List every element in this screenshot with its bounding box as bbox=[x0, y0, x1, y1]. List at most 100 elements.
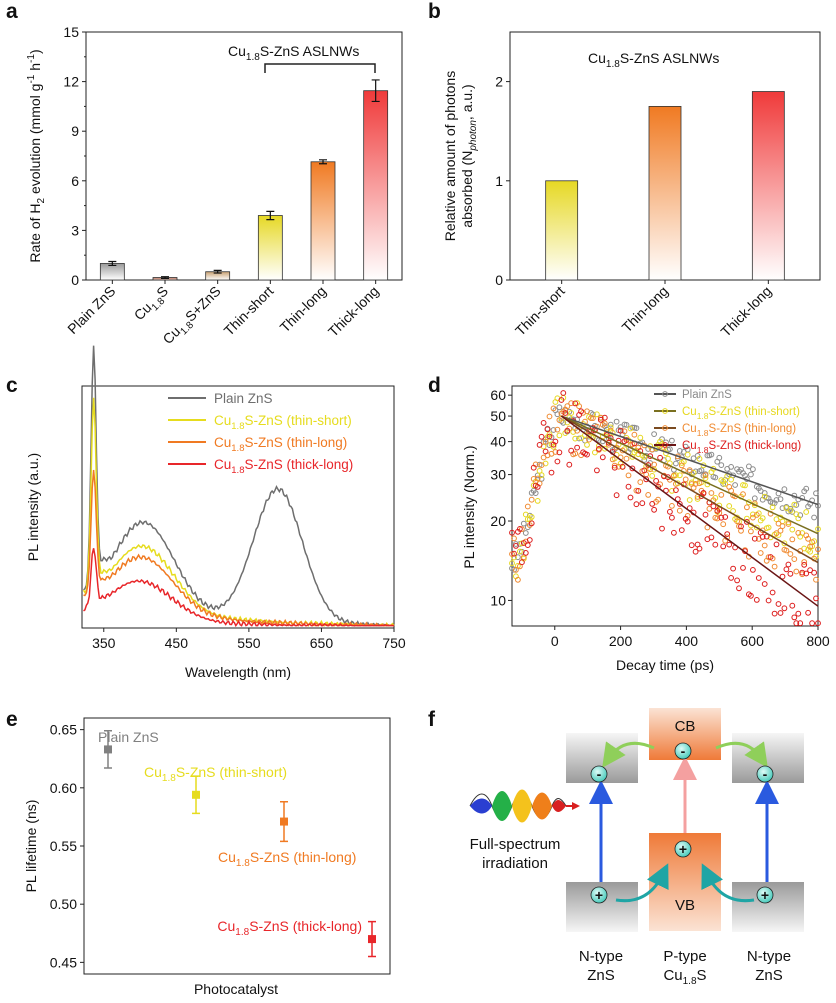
panel-b-ytick-label: 2 bbox=[495, 74, 503, 90]
panel-c-line-cu1-8s-zns-thin-long bbox=[83, 469, 395, 627]
panel-d-point-cu1-8s-zns-thin-long bbox=[542, 438, 549, 445]
panel-d-point-cu1-8s-zns-thick-long bbox=[761, 581, 768, 587]
panel-d-point-cu1-8s-zns-thick-long bbox=[511, 550, 517, 557]
panel-d-point-plain-zns bbox=[748, 471, 754, 478]
panel-d-xtick-label: 0 bbox=[551, 633, 559, 649]
panel-d-point-plain-zns bbox=[769, 500, 776, 507]
panel-d-point-cu1-8s-zns-thick-long bbox=[627, 494, 634, 501]
panel-d-point-cu1-8s-zns-thin-short bbox=[765, 524, 772, 531]
panel-d-point-plain-zns bbox=[669, 437, 675, 444]
panel-e-ytick-label: 0.50 bbox=[50, 896, 77, 912]
panel-c-line-chart: PL intensity (a.u.) Wavelength (nm) 350 4… bbox=[25, 345, 406, 680]
panel-d-point-cu1-8s-zns-thin-short bbox=[761, 493, 768, 500]
panel-d-point-plain-zns bbox=[511, 566, 517, 573]
panel-d-point-cu1-8s-zns-thick-long bbox=[708, 534, 715, 541]
panel-d-point-cu1-8s-zns-thick-long bbox=[601, 414, 608, 421]
panel-d-point-cu1-8s-zns-thick-long bbox=[710, 503, 717, 510]
panel-d-point-cu1-8s-zns-thick-long bbox=[759, 534, 766, 540]
panel-c-ylabel: PL intensity (a.u.) bbox=[25, 453, 41, 561]
panel-d-point-cu1-8s-zns-thick-long bbox=[797, 620, 804, 627]
panel-d-point-cu1-8s-zns-thin-long bbox=[775, 520, 782, 527]
panel-a-ytick-label: 12 bbox=[63, 74, 79, 90]
panel-d-point-cu1-8s-zns-thick-long bbox=[712, 541, 719, 548]
panel-b-xtick-label: Thick-long bbox=[717, 283, 774, 340]
panel-d-point-cu1-8s-zns-thick-long bbox=[678, 527, 685, 533]
panel-d-point-cu1-8s-zns-thin-long bbox=[515, 576, 521, 583]
hole-right-sign: + bbox=[761, 887, 769, 903]
panel-d-point-cu1-8s-zns-thick-long bbox=[596, 446, 602, 452]
panel-d-point-cu1-8s-zns-thin-long bbox=[601, 420, 608, 427]
panel-d-point-cu1-8s-zns-thin-long bbox=[530, 476, 537, 482]
panel-d-scatter-chart: PL intensity (Norm.) Decay time (ps) 0 20… bbox=[461, 385, 830, 673]
panel-d-point-cu1-8s-zns-thin-short bbox=[744, 515, 750, 522]
panel-d-point-cu1-8s-zns-thick-long bbox=[528, 520, 535, 527]
panel-d-legend-label: Cu1.8S-ZnS (thin-long) bbox=[682, 423, 796, 438]
panel-d-point-cu1-8s-zns-thick-long bbox=[613, 492, 620, 499]
panel-d-point-cu1-8s-zns-thin-long bbox=[815, 546, 821, 553]
panel-d-point-cu1-8s-zns-thick-long bbox=[639, 500, 646, 507]
panel-d-point-cu1-8s-zns-thick-long bbox=[544, 426, 551, 433]
panel-d-point-cu1-8s-zns-thick-long bbox=[813, 595, 819, 602]
panel-d-point-cu1-8s-zns-thick-long bbox=[524, 542, 531, 548]
panel-d-point-cu1-8s-zns-thick-long bbox=[718, 514, 725, 521]
panel-d-point-cu1-8s-zns-thin-short bbox=[517, 548, 523, 555]
panel-d-point-cu1-8s-zns-thick-long bbox=[811, 569, 817, 576]
panel-d-point-cu1-8s-zns-thin-long bbox=[572, 450, 579, 457]
panel-a-xtick-label: Thick-long bbox=[325, 283, 382, 340]
panel-d-point-cu1-8s-zns-thin-short bbox=[791, 501, 798, 508]
panel-d-point-cu1-8s-zns-thick-long bbox=[755, 575, 762, 581]
hole-transfer-left-arrow bbox=[615, 863, 669, 903]
panel-d-point-cu1-8s-zns-thick-long bbox=[540, 420, 547, 426]
panel-d-point-cu1-8s-zns-thin-long bbox=[714, 515, 721, 522]
panel-d-point-plain-zns bbox=[779, 505, 786, 512]
panel-e-point-cu1-8s-zns-thin-long bbox=[280, 817, 288, 826]
panel-d-point-cu1-8s-zns-thin-short bbox=[694, 496, 701, 502]
panel-d-point-plain-zns bbox=[761, 490, 768, 496]
panel-d-point-cu1-8s-zns-thick-long bbox=[584, 451, 590, 458]
panel-d-point-cu1-8s-zns-thin-short bbox=[546, 431, 553, 438]
panel-d-point-cu1-8s-zns-thin-long bbox=[718, 492, 725, 498]
panel-d-point-cu1-8s-zns-thick-long bbox=[558, 397, 565, 403]
panel-d-point-plain-zns bbox=[750, 466, 756, 473]
panel-d-point-cu1-8s-zns-thin-long bbox=[692, 481, 699, 487]
panel-d-point-cu1-8s-zns-thick-long bbox=[688, 542, 695, 549]
electron-transfer-right-arrow bbox=[715, 741, 768, 768]
panel-d-point-cu1-8s-zns-thin-short bbox=[787, 507, 794, 514]
panel-d-point-cu1-8s-zns-thick-long bbox=[767, 554, 774, 560]
panel-a-errorbar-thick-long bbox=[371, 79, 380, 103]
panel-a-frame bbox=[85, 31, 403, 281]
panel-d-point-cu1-8s-zns-thin-long bbox=[676, 507, 683, 514]
panel-d-point-cu1-8s-zns-thick-long bbox=[809, 620, 815, 627]
panel-d-point-plain-zns bbox=[651, 431, 657, 438]
panel-b-title: Cu1.8S-ZnS ASLNWs bbox=[588, 50, 719, 70]
panel-label-a: a bbox=[6, 0, 18, 23]
panel-c-legend-label: Cu1.8S-ZnS (thick-long) bbox=[214, 457, 353, 476]
panel-a-errorbar-plain-zns bbox=[108, 260, 117, 267]
panel-d-point-cu1-8s-zns-thick-long bbox=[574, 444, 580, 451]
panel-d-legend-marker bbox=[662, 425, 668, 431]
panel-d-point-cu1-8s-zns-thick-long bbox=[785, 561, 792, 568]
panel-d-point-cu1-8s-zns-thick-long bbox=[720, 543, 727, 550]
panel-a-bracket: Cu1.8S-ZnS ASLNWs bbox=[228, 43, 376, 73]
panel-d-point-cu1-8s-zns-thick-long bbox=[564, 427, 571, 434]
panel-d-xtick-label: 600 bbox=[741, 633, 765, 649]
panel-a-xtick-label: Cu1.8S bbox=[131, 283, 174, 326]
light-wave-icon bbox=[469, 789, 580, 823]
panel-a-ytick-label: 3 bbox=[71, 222, 79, 238]
panel-e-point-cu1-8s-zns-thick-long bbox=[368, 935, 376, 944]
panel-d-point-cu1-8s-zns-thin-short bbox=[629, 454, 636, 460]
panel-d-point-cu1-8s-zns-thin-long bbox=[736, 523, 742, 530]
panel-c-xtick-label: 750 bbox=[382, 635, 406, 651]
panel-d-point-cu1-8s-zns-thick-long bbox=[702, 511, 709, 518]
panel-d-point-cu1-8s-zns-thick-long bbox=[771, 610, 778, 617]
panel-label-d: d bbox=[428, 374, 441, 397]
panel-d-point-cu1-8s-zns-thin-short bbox=[728, 476, 734, 483]
panel-d-point-cu1-8s-zns-thin-short bbox=[601, 445, 608, 452]
panel-d-point-cu1-8s-zns-thin-short bbox=[568, 410, 575, 416]
panel-d-point-plain-zns bbox=[803, 485, 810, 492]
panel-d-legend-label: Plain ZnS bbox=[682, 389, 732, 401]
panel-d-point-plain-zns bbox=[718, 462, 725, 469]
electron-center: - bbox=[674, 742, 692, 760]
panel-d-point-cu1-8s-zns-thick-long bbox=[801, 561, 808, 568]
right-type-label: N-type bbox=[747, 948, 791, 965]
